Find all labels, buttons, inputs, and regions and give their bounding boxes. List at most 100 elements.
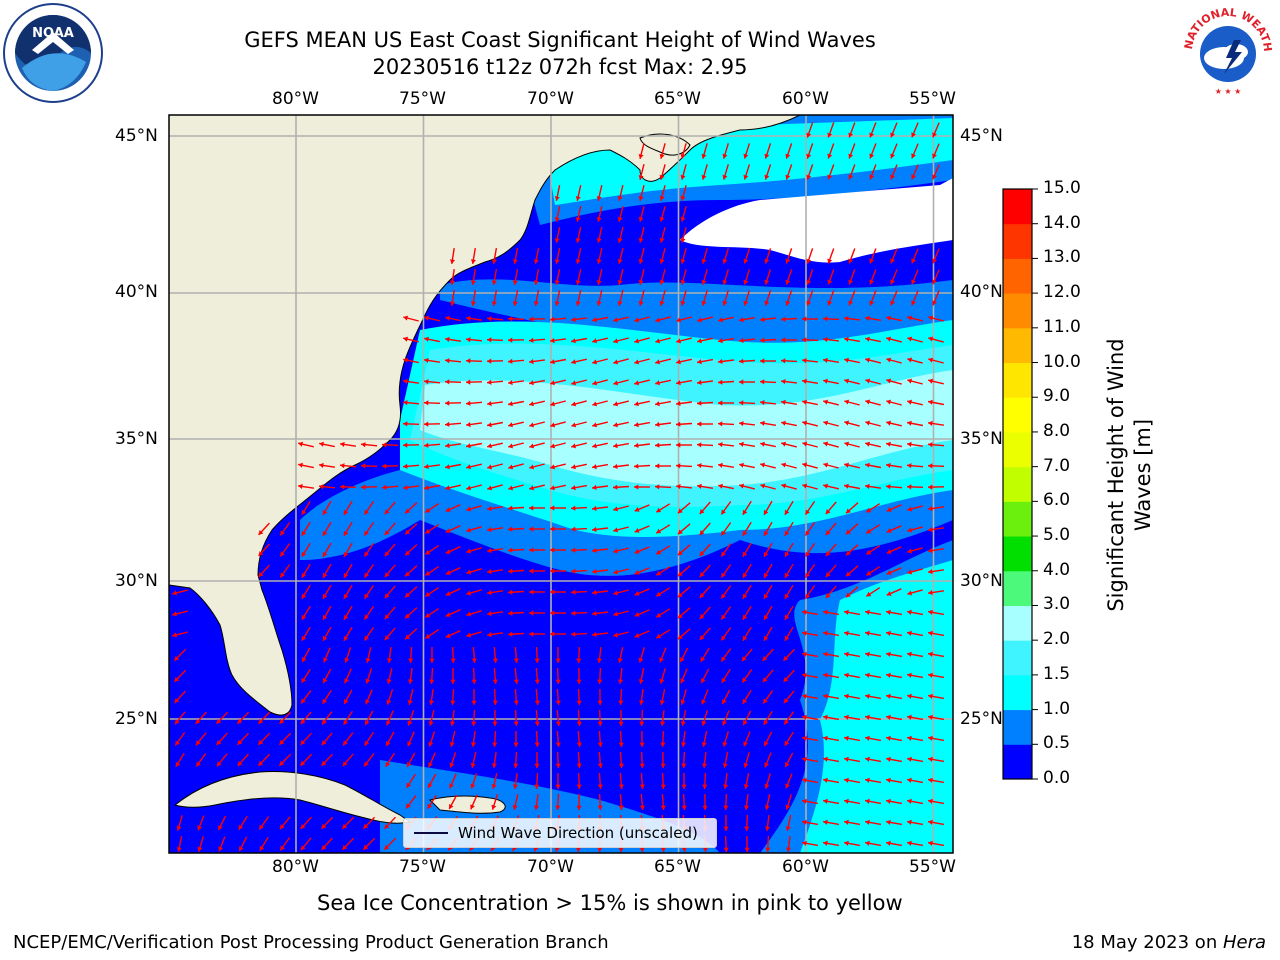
wave-arrow-head xyxy=(301,551,307,557)
wave-arrow-head xyxy=(784,614,790,620)
wave-arrow-head xyxy=(280,845,285,851)
wave-arrow-head xyxy=(639,721,645,726)
wave-arrow-head xyxy=(554,217,560,222)
wave-arrow-head xyxy=(259,824,264,830)
wave-arrow-head xyxy=(638,280,644,285)
wave-arrow-head xyxy=(550,568,555,574)
wave-arrow-head xyxy=(321,740,327,746)
wave-arrow-head xyxy=(844,693,849,699)
wave-arrow-head xyxy=(723,847,729,852)
svg-text:★ ★ ★: ★ ★ ★ xyxy=(1215,87,1242,96)
wave-arrow-head xyxy=(823,399,828,405)
wave-arrow-head xyxy=(298,483,303,489)
wave-arrow-head xyxy=(550,359,555,365)
wave-arrow-head xyxy=(343,551,349,557)
wave-arrow-head xyxy=(364,530,369,536)
wave-arrow-head xyxy=(576,763,582,768)
wave-arrow-head xyxy=(928,548,933,554)
wave-arrow-head xyxy=(741,656,747,662)
wave-arrow-head xyxy=(428,721,434,726)
wave-arrow-head xyxy=(386,679,392,684)
map-layers xyxy=(169,115,953,853)
wave-arrow-head xyxy=(676,317,682,323)
wave-arrow-head xyxy=(321,823,327,829)
wave-arrow-head xyxy=(634,591,640,596)
wave-arrow-head xyxy=(550,505,555,511)
wave-arrow-head xyxy=(613,506,618,512)
wave-arrow-head xyxy=(319,484,324,490)
wave-arrow-head xyxy=(697,463,702,469)
wave-arrow-head xyxy=(617,658,623,663)
wave-arrow-head xyxy=(844,316,849,322)
wave-arrow-head xyxy=(571,338,576,344)
wave-arrow-head xyxy=(763,698,768,704)
wave-arrow-head xyxy=(886,336,891,342)
wave-arrow-head xyxy=(802,630,807,636)
wave-arrow-head xyxy=(613,484,618,490)
wave-arrow-head xyxy=(425,549,431,555)
wave-arrow-head xyxy=(700,656,706,662)
wave-arrow-head xyxy=(634,401,639,407)
wave-arrow-head xyxy=(550,589,555,595)
wave-arrow-head xyxy=(258,551,264,556)
wave-arrow-head xyxy=(701,678,706,684)
wave-arrow-head xyxy=(322,530,328,536)
wave-arrow-head xyxy=(844,735,849,741)
colorbar-tick-label: 2.0 xyxy=(1043,629,1071,650)
wave-arrow-head xyxy=(907,630,912,636)
wave-arrow-head xyxy=(928,819,933,825)
wave-arrow-head xyxy=(174,719,180,725)
wave-arrow-head xyxy=(718,483,723,489)
wave-arrow-head xyxy=(508,485,514,491)
wave-arrow-head xyxy=(534,763,540,768)
wave-arrow-head xyxy=(886,693,891,699)
lat-label-left-25n: 25°N xyxy=(115,709,158,729)
wave-arrow-head xyxy=(739,317,744,323)
wave-arrow-head xyxy=(470,783,476,789)
wave-arrow-head xyxy=(445,570,451,575)
wave-arrow-head xyxy=(466,590,472,596)
wave-arrow-head xyxy=(618,721,624,726)
wave-arrow-head xyxy=(555,805,561,810)
wave-arrow-head xyxy=(617,238,623,243)
wave-arrow-head xyxy=(445,633,451,638)
wave-arrow-head xyxy=(802,420,807,426)
wave-arrow-head xyxy=(634,317,639,323)
wave-arrow-head xyxy=(592,484,597,490)
wave-arrow-head xyxy=(744,847,750,852)
wave-arrow-head xyxy=(844,651,849,657)
wave-arrow-head xyxy=(890,174,895,180)
wave-arrow-head xyxy=(425,528,431,534)
wave-arrow-head xyxy=(697,379,702,385)
wave-arrow-head xyxy=(279,760,285,766)
colorbar-tick-label: 0.5 xyxy=(1043,733,1071,754)
wave-arrow-head xyxy=(597,847,603,852)
wave-arrow-head xyxy=(445,549,451,554)
wave-arrow-head xyxy=(806,258,812,264)
wave-arrow-head xyxy=(571,464,576,470)
wave-arrow-head xyxy=(639,847,645,852)
wave-arrow-head xyxy=(907,527,913,533)
wave-arrow-head xyxy=(721,677,727,683)
wave-arrow-head xyxy=(827,300,833,306)
wave-arrow-head xyxy=(487,506,492,512)
wave-arrow-head xyxy=(322,614,328,620)
wave-arrow-head xyxy=(890,153,895,159)
wave-arrow-head xyxy=(785,762,790,768)
wave-arrow-head xyxy=(571,526,576,532)
wave-arrow-head xyxy=(660,763,666,768)
lon-label-bottom-55w: 55°W xyxy=(909,857,956,877)
wave-arrow-head xyxy=(866,549,872,555)
wave-arrow-head xyxy=(466,464,471,470)
wave-arrow-head xyxy=(928,484,933,490)
wave-arrow-head xyxy=(512,784,518,789)
wave-arrow-head xyxy=(445,315,450,321)
wave-arrow-head xyxy=(343,614,349,620)
map-legend: Wind Wave Direction (unscaled) xyxy=(403,818,717,848)
wave-arrow-head xyxy=(722,258,728,264)
wave-arrow-head xyxy=(656,549,662,555)
wave-arrow-head xyxy=(680,721,686,726)
wave-arrow-head xyxy=(677,613,683,619)
wave-arrow-head xyxy=(699,551,705,556)
wave-arrow-head xyxy=(491,280,497,285)
